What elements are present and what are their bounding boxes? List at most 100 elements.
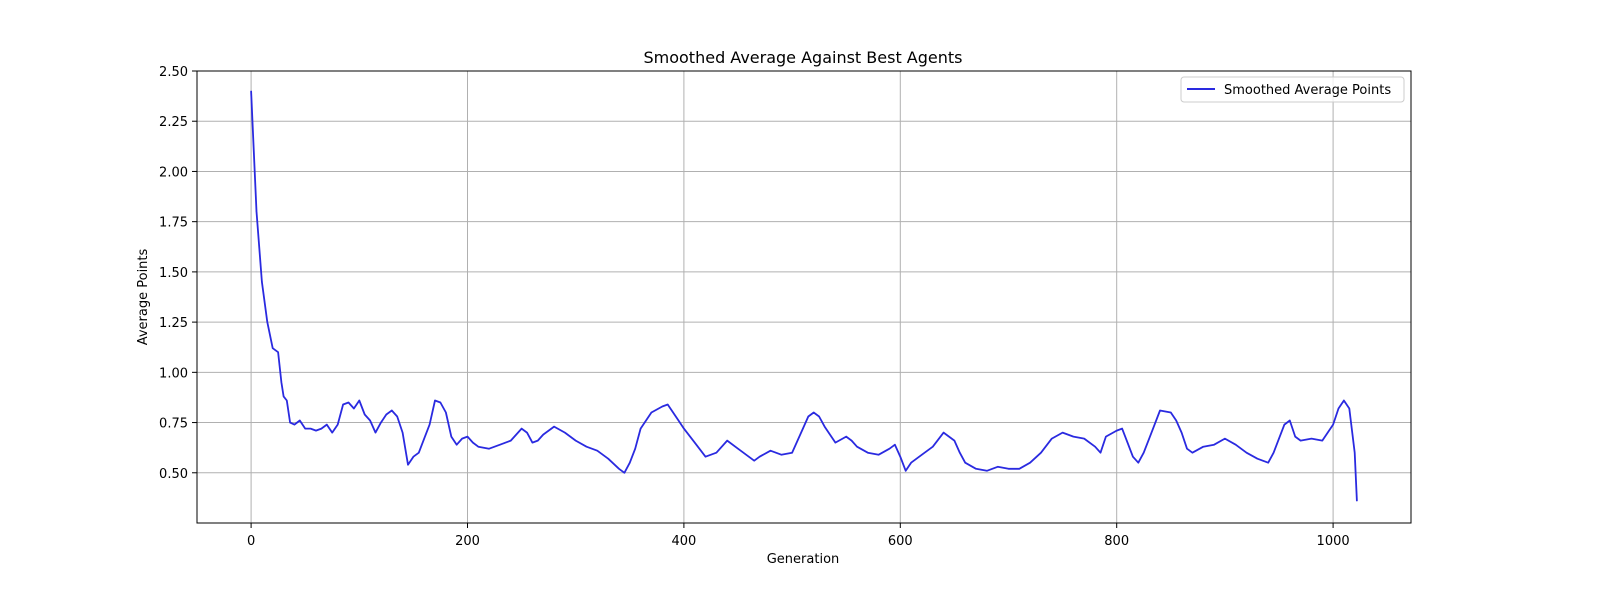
data-point <box>439 401 441 404</box>
data-point <box>429 424 431 426</box>
data-point <box>856 446 858 448</box>
data-point <box>255 211 258 213</box>
data-point <box>1143 452 1145 454</box>
data-point <box>250 90 252 92</box>
x-tick-label: 0 <box>247 534 255 549</box>
data-point <box>261 281 263 283</box>
data-point <box>888 448 891 450</box>
data-point <box>1062 432 1064 434</box>
data-point <box>704 456 707 458</box>
series-layer <box>250 90 1358 502</box>
data-point <box>1202 446 1204 448</box>
data-point <box>596 450 598 452</box>
data-point <box>1099 452 1102 454</box>
data-point <box>634 448 636 450</box>
y-tick-label: 2.50 <box>159 65 188 80</box>
data-point <box>553 426 555 428</box>
y-axis: 0.50 0.75 1.00 1.25 1.50 1.75 2.00 2.25 2.50 <box>159 65 197 482</box>
y-tick-label: 1.00 <box>159 366 188 381</box>
data-point <box>715 452 718 454</box>
data-point <box>1175 419 1177 422</box>
data-point <box>1116 430 1118 432</box>
data-point <box>286 399 288 402</box>
data-point <box>412 456 414 458</box>
data-point <box>943 432 945 434</box>
data-point <box>1170 411 1172 414</box>
data-point <box>672 411 674 414</box>
data-point <box>289 422 291 424</box>
x-tick-label: 1000 <box>1317 534 1350 549</box>
data-point <box>1181 432 1183 434</box>
data-point <box>1126 442 1129 444</box>
data-point <box>320 428 322 430</box>
data-point <box>364 413 366 416</box>
data-point <box>694 442 696 444</box>
data-point <box>1256 458 1258 460</box>
data-point <box>499 444 501 446</box>
data-point <box>466 436 469 438</box>
data-point <box>667 403 669 406</box>
data-point <box>510 440 512 442</box>
data-point <box>1148 438 1150 440</box>
data-point <box>1294 436 1296 438</box>
data-point <box>461 438 463 440</box>
data-point <box>315 430 317 432</box>
data-point <box>845 436 847 438</box>
data-point <box>1267 462 1269 464</box>
x-axis-title: Generation <box>767 552 840 567</box>
data-point <box>537 440 539 442</box>
data-point <box>818 415 820 418</box>
legend: Smoothed Average Points <box>1180 76 1405 103</box>
data-point <box>331 432 333 434</box>
data-point <box>1094 446 1096 448</box>
data-point <box>564 432 566 434</box>
data-point <box>1278 438 1280 440</box>
data-point <box>1332 424 1334 426</box>
data-point <box>683 428 685 430</box>
data-point <box>299 419 301 422</box>
data-point <box>677 419 680 422</box>
data-point <box>623 472 626 474</box>
data-point <box>894 444 896 446</box>
data-point <box>526 432 528 434</box>
data-point <box>921 454 923 456</box>
data-point <box>953 440 956 442</box>
data-point <box>748 456 750 458</box>
data-point <box>326 424 328 426</box>
data-point <box>342 403 344 406</box>
data-point <box>1310 438 1313 440</box>
data-point <box>337 424 339 426</box>
series-line-smoothed-average-points <box>250 91 1358 501</box>
data-point <box>905 470 907 472</box>
data-point <box>753 460 755 462</box>
data-point <box>791 452 793 454</box>
data-point <box>1354 452 1356 454</box>
data-point <box>618 468 620 470</box>
data-point <box>769 450 772 452</box>
data-point <box>1154 424 1156 426</box>
data-point <box>1337 407 1340 410</box>
data-point <box>1343 399 1345 402</box>
y-tick-label: 1.50 <box>159 266 188 281</box>
y-tick-label: 2.25 <box>159 115 188 130</box>
data-point <box>396 415 398 418</box>
data-point <box>910 462 912 464</box>
data-point <box>975 468 977 470</box>
data-point <box>899 456 901 458</box>
x-tick-label: 200 <box>455 534 480 549</box>
data-point <box>391 409 393 412</box>
data-point <box>1273 452 1275 454</box>
data-point <box>488 448 490 450</box>
data-point <box>272 347 274 349</box>
data-point <box>1213 444 1215 446</box>
data-point <box>867 452 869 454</box>
data-point <box>423 438 425 440</box>
data-point <box>1289 419 1291 422</box>
data-point <box>353 407 355 410</box>
data-point <box>380 422 382 424</box>
x-tick-label: 600 <box>888 534 913 549</box>
data-point <box>1191 452 1193 454</box>
y-axis-title: Average Points <box>136 248 151 345</box>
data-point <box>661 405 663 408</box>
data-point <box>640 428 642 430</box>
